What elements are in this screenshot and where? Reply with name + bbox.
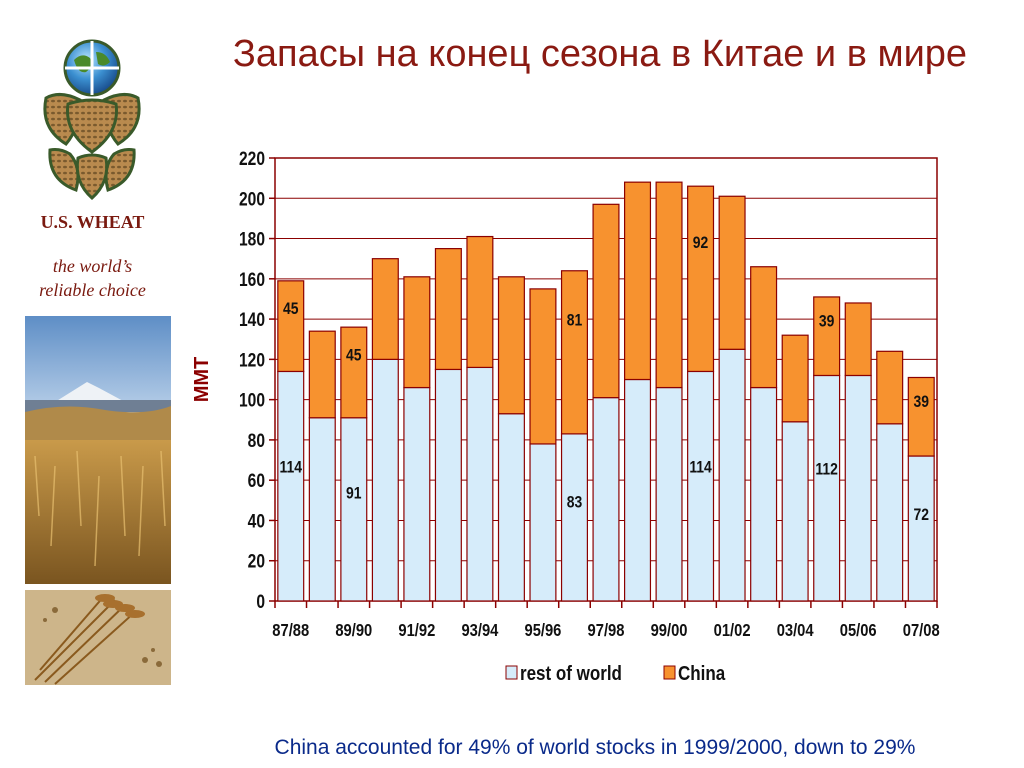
y-tick-label: 120 <box>239 349 265 371</box>
legend-label-rest-of-world: rest of world <box>520 662 622 685</box>
bar-china <box>687 185 715 373</box>
x-tick-label: 05/06 <box>840 621 877 641</box>
data-label-rest-of-world: 112 <box>815 460 838 479</box>
bar-rest-of-world <box>623 378 652 602</box>
bar-china <box>907 376 935 457</box>
data-label-china: 45 <box>283 300 299 319</box>
x-tick-label: 91/92 <box>398 621 435 641</box>
bar-rest-of-world <box>466 366 494 602</box>
sidebar: U.S. WHEAT the world’s reliable choice <box>0 0 190 768</box>
bar-rest-of-world <box>750 386 778 602</box>
brand-tagline: the world’s reliable choice <box>10 254 175 302</box>
bar-rest-of-world <box>403 386 431 602</box>
y-tick-label: 80 <box>248 429 265 451</box>
x-tick-label: 89/90 <box>335 621 372 641</box>
data-label-china: 81 <box>567 311 583 330</box>
tagline-line-1: the world’s <box>52 256 133 276</box>
data-label-rest-of-world: 91 <box>346 484 362 503</box>
y-tick-label: 20 <box>248 550 265 572</box>
bar-china <box>308 330 336 419</box>
y-tick-label: 220 <box>239 148 265 170</box>
bar-china <box>876 350 904 425</box>
bar-rest-of-world <box>497 413 525 602</box>
legend-swatch-rest-of-world <box>505 665 518 680</box>
bar-rest-of-world <box>340 417 368 602</box>
bar-rest-of-world <box>813 374 841 602</box>
y-tick-label: 100 <box>239 389 265 411</box>
legend-label-china: China <box>678 662 726 685</box>
chart-title: Запасы на конец сезона в Китае и в мире <box>232 33 968 75</box>
bar-rest-of-world <box>655 386 683 602</box>
x-tick-label: 07/08 <box>903 621 940 641</box>
us-wheat-logo <box>43 39 141 201</box>
bar-china <box>371 258 399 360</box>
bar-rest-of-world <box>277 370 305 602</box>
y-tick-label: 140 <box>239 309 265 331</box>
data-label-china: 92 <box>693 234 709 253</box>
bar-rest-of-world <box>434 368 462 602</box>
bar-rest-of-world <box>371 358 399 602</box>
x-tick-label: 99/00 <box>651 621 688 641</box>
bar-rest-of-world <box>687 370 715 602</box>
bar-china <box>718 195 746 350</box>
y-tick-label: 160 <box>239 268 265 290</box>
stock-chart: 0 20 40 60 80 100 120 140 160 180 200 220 MMT 114 45 87… <box>191 148 940 685</box>
bar-china <box>529 288 557 445</box>
bar-china <box>277 280 305 373</box>
bar-rest-of-world <box>718 348 746 602</box>
y-tick-label: 60 <box>248 470 265 492</box>
data-label-china: 45 <box>346 346 362 365</box>
data-label-china: 39 <box>913 393 929 412</box>
wheat-field-photo <box>25 316 171 584</box>
data-label-rest-of-world: 72 <box>913 506 929 525</box>
data-label-rest-of-world: 114 <box>689 458 712 477</box>
brand-name: U.S. WHEAT <box>40 212 145 232</box>
x-tick-label: 01/02 <box>714 621 751 641</box>
bar-rest-of-world <box>876 423 904 602</box>
bar-rest-of-world <box>308 417 336 602</box>
y-tick-label: 180 <box>239 228 265 250</box>
bar-china <box>434 248 462 371</box>
x-tick-label: 97/98 <box>588 621 625 641</box>
tagline-line-2: reliable choice <box>39 280 146 300</box>
bar-china <box>750 266 778 389</box>
data-label-rest-of-world: 83 <box>567 493 583 512</box>
bar-china <box>403 276 431 389</box>
y-tick-label: 0 <box>256 591 265 613</box>
wheat-bundle-photo <box>25 590 171 685</box>
bar-china <box>560 270 589 435</box>
x-tick-label: 87/88 <box>272 621 309 641</box>
y-tick-label: 200 <box>239 188 265 210</box>
bar-china <box>466 235 494 369</box>
chart-caption: China accounted for 49% of world stocks … <box>274 736 916 759</box>
bar-china <box>592 203 620 399</box>
bar-rest-of-world <box>781 421 809 602</box>
bar-rest-of-world <box>844 374 872 602</box>
bar-china <box>623 181 652 381</box>
bar-china <box>781 334 809 423</box>
bar-china <box>497 276 525 415</box>
y-axis-label: MMT <box>191 357 213 403</box>
bar-rest-of-world <box>529 443 557 602</box>
bar-china <box>655 181 683 389</box>
data-label-rest-of-world: 114 <box>280 458 303 477</box>
bar-rest-of-world <box>592 397 620 602</box>
y-tick-label: 40 <box>248 510 265 532</box>
bar-china <box>844 302 872 377</box>
bar-rest-of-world <box>907 455 935 602</box>
x-tick-label: 03/04 <box>777 621 815 641</box>
bar-china <box>340 326 368 419</box>
x-tick-label: 93/94 <box>461 621 499 641</box>
data-label-china: 39 <box>819 312 835 331</box>
x-tick-label: 95/96 <box>525 621 562 641</box>
bar-rest-of-world <box>560 433 589 602</box>
legend-swatch-china <box>663 665 676 680</box>
bar-china <box>813 296 841 377</box>
